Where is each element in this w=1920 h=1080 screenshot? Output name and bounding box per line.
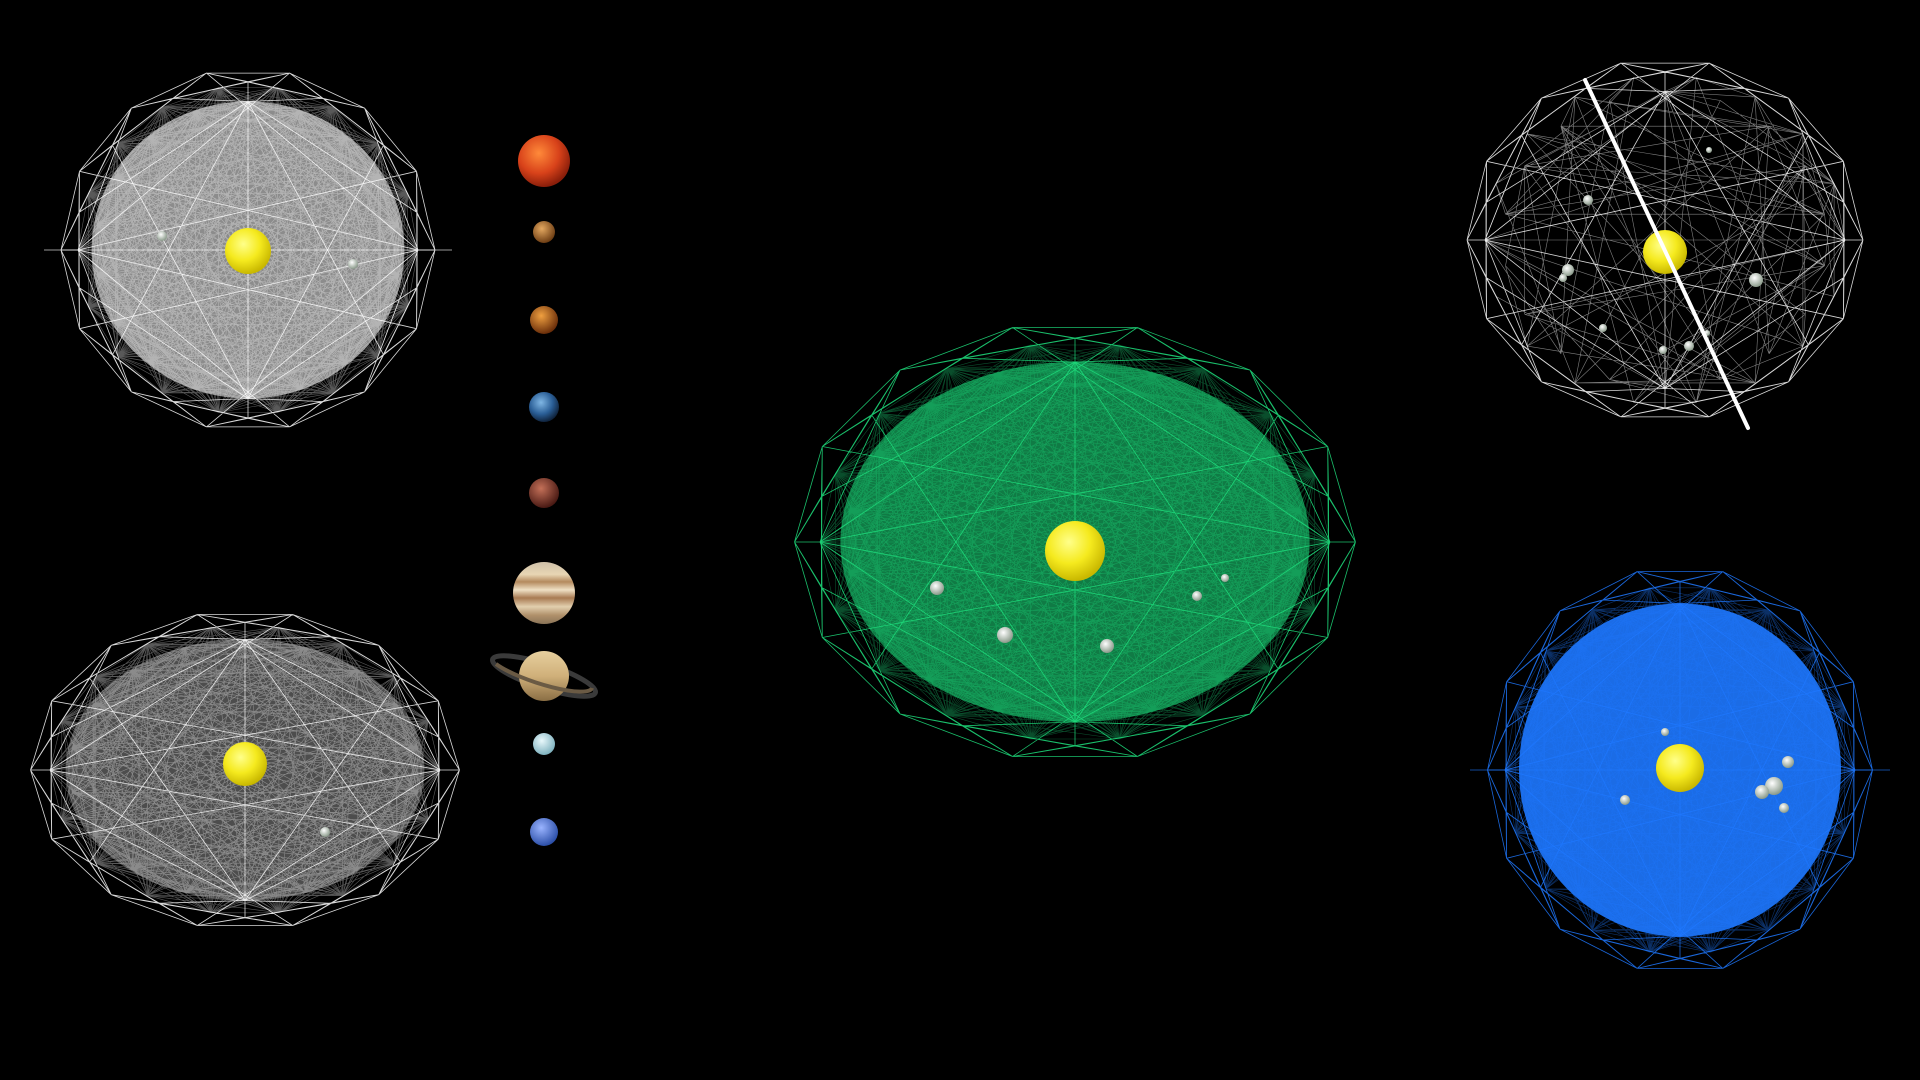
- moon-icon: [1684, 341, 1694, 351]
- moon-icon: [1659, 346, 1667, 354]
- moon-icon: [1782, 756, 1794, 768]
- saturn-icon: [490, 651, 598, 701]
- green-large-sphere: [794, 327, 1356, 757]
- sun-sphere-icon: [223, 742, 267, 786]
- sun-sphere-icon: [1045, 521, 1105, 581]
- moon-icon: [997, 627, 1013, 643]
- moon-icon: [1755, 785, 1769, 799]
- moon-icon: [1559, 274, 1567, 282]
- venus-icon: [530, 306, 558, 334]
- moon-icon: [1562, 264, 1574, 276]
- mars-icon: [529, 478, 559, 508]
- sun-sphere-icon: [225, 228, 271, 274]
- white-flat-sphere: [30, 614, 460, 926]
- moon-icon: [1765, 777, 1783, 795]
- sun-icon: [518, 135, 570, 187]
- moon-icon: [1100, 639, 1114, 653]
- white-sparse-sphere: [1466, 62, 1864, 430]
- moon-icon: [348, 259, 358, 269]
- moon-icon: [1749, 273, 1763, 287]
- neptune-icon: [530, 818, 558, 846]
- jupiter-icon: [513, 562, 575, 624]
- white-dense-sphere: [44, 72, 452, 428]
- moon-icon: [1620, 795, 1630, 805]
- moon-icon: [1583, 195, 1593, 205]
- moon-icon: [1706, 147, 1712, 153]
- mercury-icon: [533, 221, 555, 243]
- moon-icon: [930, 581, 944, 595]
- moon-icon: [1599, 324, 1607, 332]
- moon-icon: [1779, 803, 1789, 813]
- moon-icon: [1221, 574, 1229, 582]
- sun-sphere-icon: [1656, 744, 1704, 792]
- moon-icon: [157, 231, 167, 241]
- earth-icon: [529, 392, 559, 422]
- moon-icon: [1192, 591, 1202, 601]
- moon-icon: [1661, 728, 1669, 736]
- planet-column: [490, 135, 598, 846]
- blue-sphere: [1470, 571, 1890, 969]
- rotation-axis: [1583, 78, 1750, 430]
- moon-icon: [320, 827, 330, 837]
- uranus-icon: [533, 733, 555, 755]
